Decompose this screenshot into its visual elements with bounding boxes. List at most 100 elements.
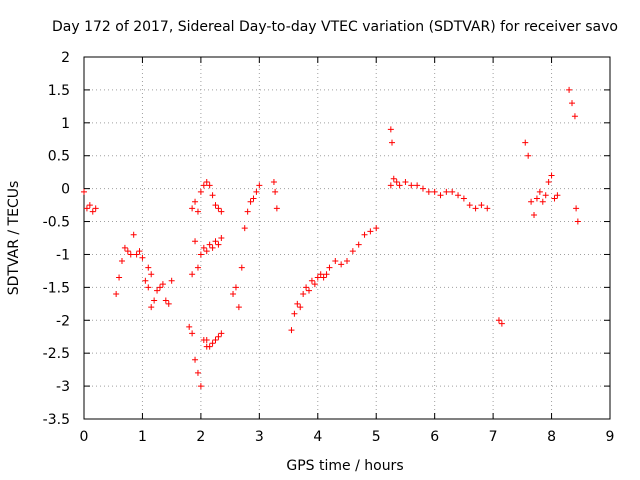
series-seg-n [522, 139, 561, 218]
y-tick-label: 1 [61, 116, 70, 132]
data-point [437, 192, 444, 199]
data-point [542, 192, 549, 199]
data-point [235, 304, 242, 311]
data-point [551, 195, 558, 202]
grid [84, 57, 610, 419]
data-point [136, 248, 143, 255]
data-point [373, 225, 380, 232]
data-point [194, 369, 201, 376]
data-point [256, 182, 263, 189]
data-point [151, 297, 158, 304]
data-point [460, 195, 467, 202]
data-point [332, 258, 339, 265]
data-point [317, 271, 324, 278]
data-point [206, 241, 213, 248]
series-seg-e [189, 235, 225, 278]
data-point [218, 235, 225, 241]
data-point [498, 320, 505, 327]
series-seg-c [186, 323, 210, 390]
data-point [192, 356, 199, 363]
data-point [130, 231, 137, 238]
data-point [215, 205, 222, 212]
data-point [320, 274, 327, 281]
data-point [142, 277, 149, 284]
data-point [414, 182, 421, 189]
data-point [525, 152, 532, 159]
data-point [148, 304, 155, 311]
data-point [206, 182, 213, 189]
data-point [92, 205, 99, 212]
data-point [367, 228, 374, 235]
data-point [145, 284, 152, 291]
y-axis-title: SDTVAR / TECUs [6, 181, 22, 296]
data-point [86, 202, 93, 209]
data-point [355, 241, 362, 248]
data-point [253, 188, 260, 195]
series-seg-i [288, 271, 330, 334]
data-point [194, 264, 201, 271]
y-tick-label: 0 [61, 182, 70, 198]
series-seg-start [81, 188, 99, 215]
data-point [297, 304, 304, 311]
x-tick-labels: 0 1 2 3 4 5 6 7 8 9 [80, 429, 615, 445]
data-point [387, 182, 394, 189]
data-point [215, 241, 222, 248]
data-point [338, 261, 345, 268]
data-point [139, 254, 146, 261]
data-point [361, 231, 368, 238]
data-point [186, 323, 193, 330]
data-point [533, 195, 540, 202]
data-point [83, 205, 90, 212]
data-point [209, 340, 216, 347]
series-seg-j [326, 225, 380, 271]
data-point [189, 330, 196, 337]
series-seg-g [230, 182, 263, 311]
data-point [203, 337, 210, 344]
y-tick-label: -3 [56, 379, 70, 395]
data-point [189, 271, 196, 278]
data-point [306, 287, 313, 294]
data-point [230, 290, 237, 297]
data-point [443, 188, 450, 195]
data-point [212, 337, 219, 344]
data-point [573, 205, 580, 212]
data-point [194, 208, 201, 215]
series-seg-f [189, 179, 225, 215]
data-point [574, 218, 581, 225]
y-tick-labels: -3.5 -3 -2.5 -2 -1.5 -1 -0.5 0 0.5 1 1.5 2 [43, 50, 70, 428]
series-seg-d [203, 330, 225, 350]
data-point [209, 244, 216, 251]
x-tick-label: 8 [547, 429, 556, 445]
data-point [478, 202, 485, 209]
x-tick-label: 1 [138, 429, 147, 445]
data-point [455, 192, 462, 199]
data-point [566, 86, 573, 93]
data-point [349, 248, 356, 255]
data-point [449, 188, 456, 195]
data-point [247, 198, 254, 205]
data-point [531, 211, 538, 218]
series-seg-m [495, 317, 505, 327]
data-point [408, 182, 415, 189]
series-seg-k [387, 175, 491, 212]
data-point [200, 182, 207, 189]
axis-ticks [83, 56, 611, 420]
series-seg-l [387, 126, 396, 146]
data-point [393, 179, 400, 186]
data-point [294, 300, 301, 307]
data-point [212, 202, 219, 209]
data-point [148, 271, 155, 278]
data-point [419, 185, 426, 192]
data-point [200, 244, 207, 251]
y-tick-label: 1.5 [48, 83, 70, 99]
data-point [197, 188, 204, 195]
plot-frame [83, 56, 611, 420]
y-tick-label: -2.5 [43, 346, 70, 362]
data-point [270, 179, 277, 186]
data-point [218, 208, 225, 215]
data-point [425, 188, 432, 195]
data-point [303, 284, 310, 291]
x-tick-label: 5 [372, 429, 381, 445]
y-tick-label: -1 [56, 247, 70, 263]
